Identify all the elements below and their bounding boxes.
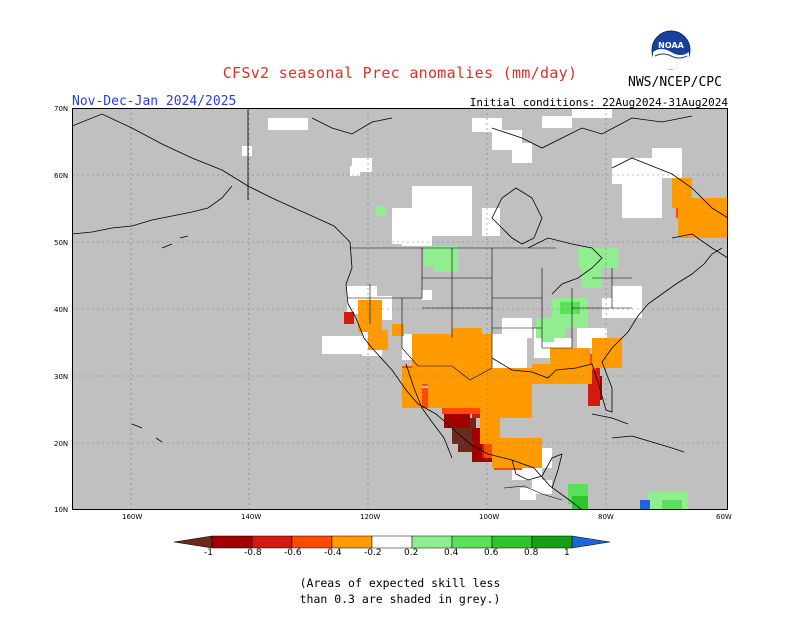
colorbar-tick-label: -0.4 [324,548,342,558]
precip-anomaly-map [71,108,729,514]
colorbar-tick-label: -0.2 [364,548,382,558]
lat-label: 70N [54,105,69,113]
colorbar-tick-label: 1 [564,548,570,558]
lon-label: 80W [598,513,614,521]
chart-title: CFSv2 seasonal Prec anomalies (mm/day) [222,64,578,82]
colorbar-tick-label: -0.8 [244,548,262,558]
noaa-logo-text: NOAA [658,41,684,50]
skill-note: (Areas of expected skill less than 0.3 a… [0,575,800,607]
colorbar-bin [531,535,573,549]
colorbar-bin [331,535,373,549]
lon-label: 160W [122,513,143,521]
colorbar-bin [451,535,493,549]
colorbar-bin [491,535,533,549]
lat-label: 10N [54,506,69,514]
noaa-logo-icon: NOAA [651,30,691,74]
colorbar-tick-label: 0.2 [404,548,419,558]
colorbar-tick-label: -1 [204,548,213,558]
colorbar [172,534,628,553]
colorbar-bin [411,535,453,549]
lat-label: 50N [54,239,69,247]
forecast-period: Nov-Dec-Jan 2024/2025 [72,94,237,109]
political-borders [348,247,632,501]
lat-label: 40N [54,306,69,314]
initial-conditions: Initial conditions: 22Aug2024-31Aug2024 [469,96,728,109]
colorbar-bin [173,535,213,549]
lon-label: 100W [479,513,500,521]
lon-label: 60W [716,513,732,521]
lon-label: 140W [241,513,262,521]
colorbar-bin [211,535,253,549]
agency-label: NWS/NCEP/CPC [628,75,722,90]
coastlines [71,108,729,511]
colorbar-bin [291,535,333,549]
graticule [72,108,728,510]
lat-label: 20N [54,440,69,448]
lat-label: 60N [54,172,69,180]
map-frame [72,108,728,510]
lon-label: 120W [360,513,381,521]
colorbar-bin [571,535,611,549]
colorbar-tick-label: -0.6 [284,548,302,558]
colorbar-tick-label: 0.8 [524,548,539,558]
colorbar-bin [251,535,293,549]
skill-note-line1: (Areas of expected skill less [299,576,501,590]
lat-label: 30N [54,373,69,381]
colorbar-bin [371,535,413,549]
wet-anomalies [376,206,688,510]
colorbar-tick-label: 0.6 [484,548,499,558]
dry-anomalies [344,178,728,470]
skill-note-line2: than 0.3 are shaded in grey.) [299,592,501,606]
colorbar-tick-label: 0.4 [444,548,459,558]
